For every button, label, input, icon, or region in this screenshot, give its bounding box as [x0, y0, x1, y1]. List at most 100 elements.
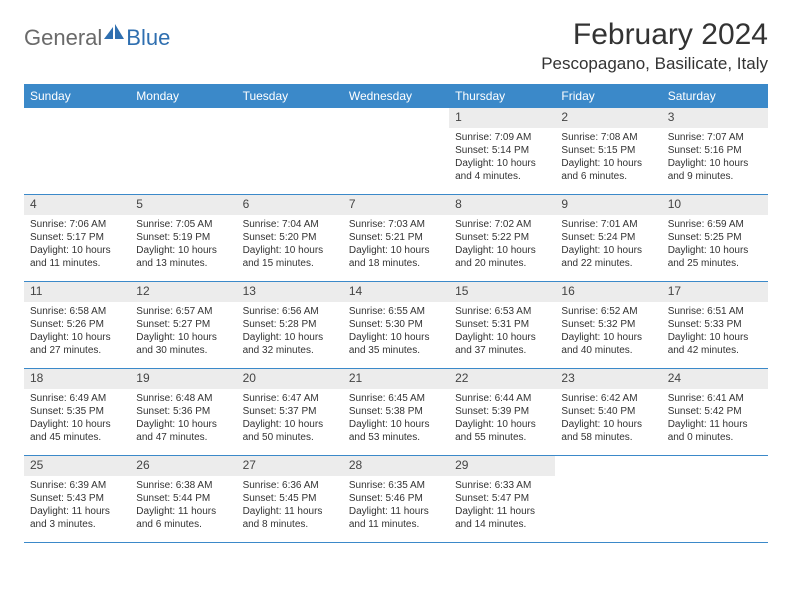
sunset: Sunset: 5:35 PM — [30, 405, 124, 418]
day-body: Sunrise: 7:06 AMSunset: 5:17 PMDaylight:… — [24, 215, 130, 274]
day-body: Sunrise: 6:41 AMSunset: 5:42 PMDaylight:… — [662, 389, 768, 448]
day-cell: 27Sunrise: 6:36 AMSunset: 5:45 PMDayligh… — [237, 456, 343, 542]
day-cell: 5Sunrise: 7:05 AMSunset: 5:19 PMDaylight… — [130, 195, 236, 281]
sunset: Sunset: 5:42 PM — [668, 405, 762, 418]
day-cell: 6Sunrise: 7:04 AMSunset: 5:20 PMDaylight… — [237, 195, 343, 281]
day-cell: 14Sunrise: 6:55 AMSunset: 5:30 PMDayligh… — [343, 282, 449, 368]
week-row: 25 Sunrise: 6:39 AMSunset: 5:43 PM Dayligh… — [24, 456, 768, 543]
week-row: 4Sunrise: 7:06 AMSunset: 5:17 PMDaylight… — [24, 195, 768, 282]
day-cell: 29Sunrise: 6:33 AMSunset: 5:47 PMDayligh… — [449, 456, 555, 542]
day-body: Sunrise: 6:44 AMSunset: 5:39 PMDaylight:… — [449, 389, 555, 448]
weeks-container: 1Sunrise: 7:09 AMSunset: 5:14 PMDaylight… — [24, 108, 768, 543]
sunset: Sunset: 5:25 PM — [668, 231, 762, 244]
daylight: Daylight: 10 hours and 4 minutes. — [455, 157, 549, 183]
sunset: Sunset: 5:24 PM — [561, 231, 655, 244]
daylight: Daylight: 10 hours and 37 minutes. — [455, 331, 549, 357]
day-number: 18 — [24, 369, 130, 389]
day-body: Sunrise: 6:56 AMSunset: 5:28 PMDaylight:… — [237, 302, 343, 361]
daylight: Daylight: 10 hours and 18 minutes. — [349, 244, 443, 270]
sunrise: Sunrise: 6:52 AM — [561, 305, 655, 318]
daylight: Daylight: 10 hours and 25 minutes. — [668, 244, 762, 270]
logo: General Blue — [24, 24, 170, 51]
day-cell: 10Sunrise: 6:59 AMSunset: 5:25 PMDayligh… — [662, 195, 768, 281]
sunset: Sunset: 5:30 PM — [349, 318, 443, 331]
sunrise: Sunrise: 7:08 AM — [561, 131, 655, 144]
daylight: Daylight: 10 hours and 20 minutes. — [455, 244, 549, 270]
sunset: Sunset: 5:28 PM — [243, 318, 337, 331]
day-body: Sunrise: 7:01 AMSunset: 5:24 PMDaylight:… — [555, 215, 661, 274]
sunrise: Sunrise: 6:57 AM — [136, 305, 230, 318]
logo-sail-icon — [104, 24, 124, 45]
sunrise: Sunrise: 6:53 AM — [455, 305, 549, 318]
sunset: Sunset: 5:46 PM — [349, 492, 443, 505]
day-number: 27 — [237, 456, 343, 476]
day-body: Sunrise: 6:36 AMSunset: 5:45 PMDaylight:… — [237, 476, 343, 535]
sunrise: Sunrise: 6:33 AM — [455, 479, 549, 492]
day-number: 19 — [130, 369, 236, 389]
day-number: 21 — [343, 369, 449, 389]
day-cell: 7Sunrise: 7:03 AMSunset: 5:21 PMDaylight… — [343, 195, 449, 281]
daylight: Daylight: 10 hours and 15 minutes. — [243, 244, 337, 270]
sunrise: Sunrise: 6:49 AM — [30, 392, 124, 405]
daylight: Daylight: 10 hours and 47 minutes. — [136, 418, 230, 444]
sunset: Sunset: 5:47 PM — [455, 492, 549, 505]
day-body: Sunrise: 6:42 AMSunset: 5:40 PMDaylight:… — [555, 389, 661, 448]
day-cell: 22Sunrise: 6:44 AMSunset: 5:39 PMDayligh… — [449, 369, 555, 455]
sunset: Sunset: 5:14 PM — [455, 144, 549, 157]
sunrise: Sunrise: 7:09 AM — [455, 131, 549, 144]
day-cell: 1Sunrise: 7:09 AMSunset: 5:14 PMDaylight… — [449, 108, 555, 194]
week-row: 1Sunrise: 7:09 AMSunset: 5:14 PMDaylight… — [24, 108, 768, 195]
day-body: Sunrise: 6:48 AMSunset: 5:36 PMDaylight:… — [130, 389, 236, 448]
day-body: Sunrise: 6:59 AMSunset: 5:25 PMDaylight:… — [662, 215, 768, 274]
day-number: 6 — [237, 195, 343, 215]
day-body: Sunrise: 7:08 AMSunset: 5:15 PMDaylight:… — [555, 128, 661, 187]
daylight: Daylight: 11 hours and 0 minutes. — [668, 418, 762, 444]
sunset: Sunset: 5:26 PM — [30, 318, 124, 331]
daylight: Daylight: 10 hours and 45 minutes. — [30, 418, 124, 444]
day-body: Sunrise: 7:02 AMSunset: 5:22 PMDaylight:… — [449, 215, 555, 274]
daylight: Daylight: 10 hours and 6 minutes. — [561, 157, 655, 183]
location: Pescopagano, Basilicate, Italy — [541, 54, 768, 74]
day-cell: 15Sunrise: 6:53 AMSunset: 5:31 PMDayligh… — [449, 282, 555, 368]
sunset: Sunset: 5:45 PM — [243, 492, 337, 505]
day-body: Sunrise: 6:33 AMSunset: 5:47 PMDaylight:… — [449, 476, 555, 535]
daylight: Daylight: 10 hours and 9 minutes. — [668, 157, 762, 183]
day-number: 13 — [237, 282, 343, 302]
day-body: Sunrise: 6:55 AMSunset: 5:30 PMDaylight:… — [343, 302, 449, 361]
sunrise: Sunrise: 6:35 AM — [349, 479, 443, 492]
day-cell: 11Sunrise: 6:58 AMSunset: 5:26 PMDayligh… — [24, 282, 130, 368]
sunset: Sunset: 5:37 PM — [243, 405, 337, 418]
sunrise: Sunrise: 6:59 AM — [668, 218, 762, 231]
day-number: 5 — [130, 195, 236, 215]
daylight: Daylight: 11 hours and 14 minutes. — [455, 505, 549, 531]
day-cell: 23Sunrise: 6:42 AMSunset: 5:40 PMDayligh… — [555, 369, 661, 455]
day-body: Sunrise: 6:35 AMSunset: 5:46 PMDaylight:… — [343, 476, 449, 535]
daylight: Daylight: 10 hours and 53 minutes. — [349, 418, 443, 444]
daylight: Daylight: 10 hours and 42 minutes. — [668, 331, 762, 357]
day-cell: 28Sunrise: 6:35 AMSunset: 5:46 PMDayligh… — [343, 456, 449, 542]
day-number: 25 — [24, 456, 130, 476]
sunset: Sunset: 5:36 PM — [136, 405, 230, 418]
sunrise: Sunrise: 6:39 AM — [30, 479, 124, 492]
sunset: Sunset: 5:43 PM — [30, 492, 124, 505]
daylight: Daylight: 10 hours and 22 minutes. — [561, 244, 655, 270]
sunrise: Sunrise: 6:56 AM — [243, 305, 337, 318]
day-cell — [343, 108, 449, 194]
day-body: Sunrise: 6:51 AMSunset: 5:33 PMDaylight:… — [662, 302, 768, 361]
logo-text-gray: General — [24, 25, 102, 51]
week-row: 18Sunrise: 6:49 AMSunset: 5:35 PMDayligh… — [24, 369, 768, 456]
day-body: Sunrise: 6:52 AMSunset: 5:32 PMDaylight:… — [555, 302, 661, 361]
daylight: Daylight: 10 hours and 58 minutes. — [561, 418, 655, 444]
sunrise: Sunrise: 6:38 AM — [136, 479, 230, 492]
day-number: 3 — [662, 108, 768, 128]
day-number: 15 — [449, 282, 555, 302]
day-cell: 26Sunrise: 6:38 AMSunset: 5:44 PMDayligh… — [130, 456, 236, 542]
sunrise: Sunrise: 6:44 AM — [455, 392, 549, 405]
sunset: Sunset: 5:32 PM — [561, 318, 655, 331]
day-body: Sunrise: 6:38 AMSunset: 5:44 PMDaylight:… — [130, 476, 236, 535]
title-block: February 2024 Pescopagano, Basilicate, I… — [541, 18, 768, 74]
sunrise: Sunrise: 7:04 AM — [243, 218, 337, 231]
sunrise: Sunrise: 7:03 AM — [349, 218, 443, 231]
day-number: 10 — [662, 195, 768, 215]
sunrise: Sunrise: 7:02 AM — [455, 218, 549, 231]
